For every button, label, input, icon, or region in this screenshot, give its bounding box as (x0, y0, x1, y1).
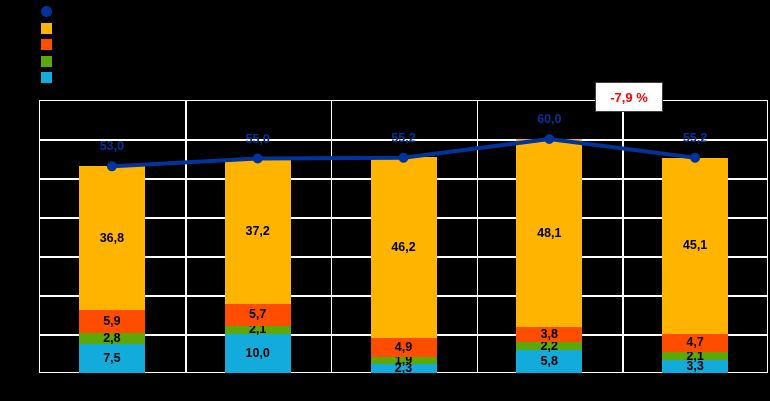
v-gridline-2 (330, 101, 333, 372)
bar-value-label-orange-top-2: 37,2 (245, 223, 270, 238)
bar-value-label-green-5: 2,1 (686, 348, 704, 363)
bar-value-label-red-orange-1: 5,9 (103, 313, 121, 328)
bar-value-label-red-orange-2: 5,7 (248, 307, 267, 322)
bar-segment-orange-top-2 (224, 158, 291, 304)
bar-segment-red-orange-5 (662, 333, 729, 352)
bar-value-label-orange-top-1: 36,8 (99, 230, 125, 245)
bar-segment-orange-top-3 (370, 157, 437, 338)
bar-segment-orange-top-1 (78, 166, 145, 310)
bar-segment-red-orange-1 (78, 309, 145, 333)
bar-segment-cyan-bottom-5 (662, 360, 729, 373)
legend-item-red-orange (41, 39, 58, 50)
bar-value-label-cyan-bottom-3: 2,3 (394, 361, 413, 375)
legend-item-cyan-bottom (41, 72, 58, 83)
v-gridline-4 (622, 101, 624, 372)
bar-segment-red-orange-4 (516, 326, 583, 342)
bar-segment-green-2 (224, 325, 291, 334)
cyan-bottom-legend-square-icon (41, 72, 52, 83)
bar-segment-green-3 (370, 356, 437, 365)
bar-value-label-cyan-bottom-5: 3,3 (686, 359, 704, 374)
total-line-legend-circle-icon (41, 6, 52, 17)
legend-item-total-line (41, 6, 58, 17)
legend-item-orange-top (41, 22, 58, 34)
bar-segment-green-1 (78, 332, 145, 344)
bar-segment-red-orange-2 (224, 303, 291, 326)
bar-segment-cyan-bottom-3 (370, 364, 437, 373)
bar-value-label-green-1: 2,8 (103, 330, 121, 345)
bar-value-label-cyan-bottom-2: 10,0 (245, 346, 270, 360)
legend-item-green (41, 55, 58, 67)
orange-top-legend-square-icon (41, 22, 52, 34)
annotation-change-callout: -7,9 % (595, 82, 663, 112)
bar-value-label-orange-top-4: 48,1 (537, 225, 562, 240)
green-legend-square-icon (41, 55, 52, 67)
bar-segment-orange-top-4 (516, 139, 583, 327)
bar-value-label-green-4: 2,2 (540, 338, 558, 353)
bar-value-label-cyan-bottom-1: 7,5 (103, 350, 121, 365)
bar-segment-green-4 (516, 341, 583, 351)
bar-value-label-cyan-bottom-4: 5,8 (540, 354, 558, 369)
v-gridline-3 (476, 101, 479, 372)
bar-segment-orange-top-5 (662, 157, 729, 334)
bar-segment-cyan-bottom-1 (78, 343, 145, 373)
bar-value-label-orange-top-3: 46,2 (391, 239, 416, 254)
bar-segment-cyan-bottom-2 (224, 334, 291, 373)
bar-value-label-red-orange-5: 4,7 (686, 335, 704, 350)
chart-legend (41, 6, 58, 83)
v-gridline-1 (185, 101, 187, 372)
red-orange-legend-square-icon (41, 39, 52, 50)
bar-value-label-red-orange-4: 3,8 (540, 326, 558, 341)
annotation-text: -7,9 % (610, 89, 648, 105)
bar-value-label-green-2: 2,1 (248, 322, 267, 337)
bar-segment-green-5 (662, 351, 729, 361)
bar-segment-cyan-bottom-4 (516, 350, 583, 373)
bar-value-label-orange-top-5: 45,1 (682, 238, 708, 253)
bar-value-label-red-orange-3: 4,9 (394, 339, 413, 354)
bar-segment-red-orange-3 (370, 337, 437, 357)
